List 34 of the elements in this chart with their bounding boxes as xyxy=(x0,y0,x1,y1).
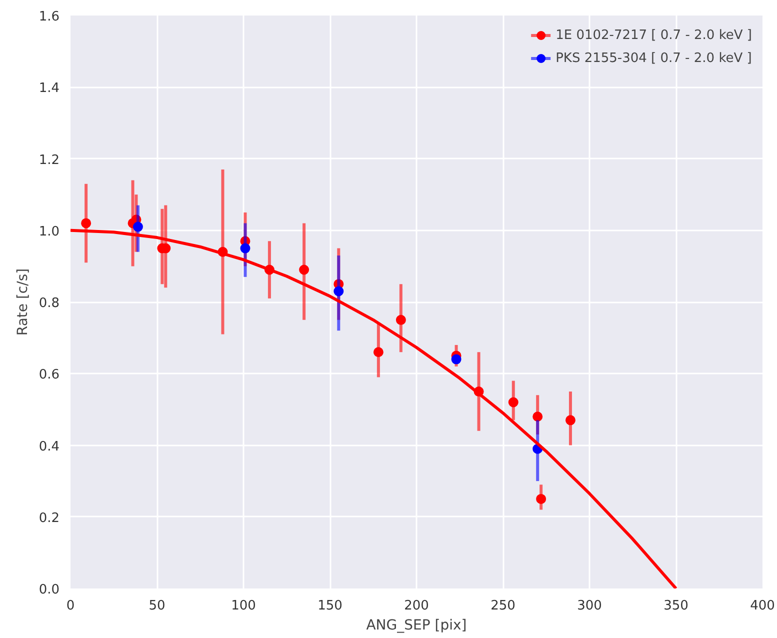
x-tick-label: 300 xyxy=(577,598,602,614)
legend-label: 1E 0102-7217 [ 0.7 - 2.0 keV ] xyxy=(556,28,752,42)
point xyxy=(396,314,406,325)
point xyxy=(536,494,546,504)
y-tick-label: 0.8 xyxy=(38,296,60,311)
point xyxy=(532,412,543,422)
point xyxy=(508,397,518,408)
y-tick-label: 0.0 xyxy=(38,582,60,598)
point xyxy=(334,286,344,296)
x-tick-label: 50 xyxy=(148,598,166,614)
y-axis-title: Rate [c/s] xyxy=(14,268,31,336)
x-tick-label: 0 xyxy=(66,598,75,614)
y-tick-label: 0.4 xyxy=(38,439,60,454)
point xyxy=(132,222,143,232)
y-tick-label: 1.6 xyxy=(38,10,60,24)
y-tick-label: 0.2 xyxy=(38,510,60,526)
y-tick-label: 0.6 xyxy=(38,368,60,383)
point xyxy=(240,243,250,254)
x-axis-title: ANG_SEP [pix] xyxy=(366,618,467,634)
x-tick-label: 200 xyxy=(404,598,429,614)
point xyxy=(81,218,92,228)
x-tick-label: 150 xyxy=(318,598,342,614)
point xyxy=(299,264,310,275)
point xyxy=(565,415,576,426)
x-tick-label: 100 xyxy=(231,598,256,614)
x-tick-label: 400 xyxy=(750,598,775,614)
point xyxy=(373,347,384,358)
point xyxy=(451,354,462,364)
y-tick-label: 1.0 xyxy=(38,224,60,240)
y-tick-label: 1.2 xyxy=(38,152,60,168)
x-tick-label: 250 xyxy=(490,598,516,614)
x-tick-label: 350 xyxy=(664,598,688,614)
y-tick-label: 1.4 xyxy=(38,81,60,96)
legend-label: PKS 2155-304 [ 0.7 - 2.0 keV ] xyxy=(556,50,752,66)
